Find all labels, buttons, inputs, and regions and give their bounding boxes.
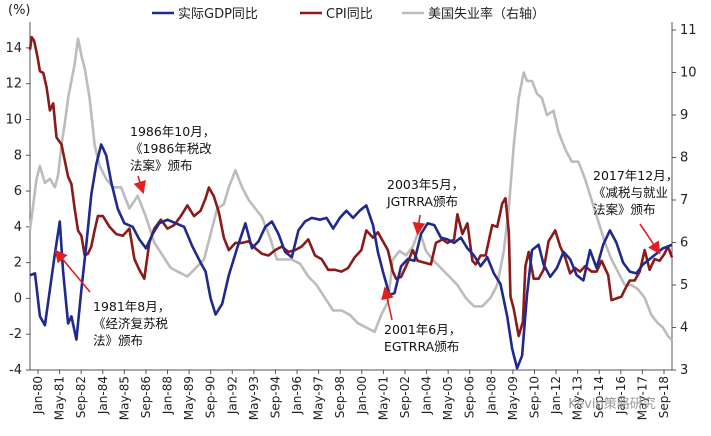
axes: (%) -4 -2 0 2 4 6 8 10 12 14 3 4 5 6 7 8 9 10 11 Jan-80 May-8… bbox=[5, 3, 696, 420]
annotation-text: 《减税与就业 bbox=[593, 185, 668, 200]
annotation-text: 《1986年税改 bbox=[130, 141, 212, 156]
x-tick-label: May-13 bbox=[571, 376, 585, 420]
x-tick-label: Jan-96 bbox=[290, 376, 304, 415]
x-tick-label: Jan-80 bbox=[31, 376, 45, 415]
left-tick-label: 8 bbox=[14, 148, 22, 163]
x-tick-label: Sep-14 bbox=[592, 376, 606, 418]
annotations: 1986年10月，《1986年税改法案》颁布1981年8月，《经济复苏税法》颁布… bbox=[54, 124, 678, 354]
legend-label: 美国失业率（右轴） bbox=[428, 6, 545, 22]
annotation-text: 法案》颁布 bbox=[130, 158, 193, 173]
annotation-arrow bbox=[54, 249, 91, 293]
x-tick-label: Sep-10 bbox=[527, 376, 541, 418]
annotation-text: 2017年12月， bbox=[593, 168, 678, 183]
annotation-arrow bbox=[381, 286, 394, 321]
x-tick-label: Jan-04 bbox=[420, 376, 434, 415]
x-tick-label: Sep-90 bbox=[204, 376, 218, 418]
annotation-text: 2001年6月， bbox=[384, 322, 461, 337]
annotation-text: JGTRRA颁布 bbox=[386, 194, 458, 209]
right-tick-label: 7 bbox=[680, 193, 688, 208]
annotation-text: 1986年10月， bbox=[130, 124, 215, 139]
right-tick-label: 3 bbox=[680, 363, 688, 378]
x-tick-label: May-81 bbox=[53, 376, 67, 420]
right-tick-label: 10 bbox=[680, 66, 697, 81]
right-tick-label: 9 bbox=[680, 108, 688, 123]
annotation: 2001年6月， EGTRRA颁布 bbox=[381, 286, 461, 354]
annotation-text: 1981年8月， bbox=[93, 299, 170, 314]
annotation-text: 《经济复苏税 bbox=[93, 316, 169, 331]
left-tick-label: 2 bbox=[14, 256, 22, 271]
annotation: 2003年5月， JGTRRA颁布 bbox=[386, 177, 464, 236]
x-tick-label: Jan-00 bbox=[355, 376, 369, 415]
left-tick-label: -2 bbox=[9, 327, 22, 342]
x-tick-label: May-09 bbox=[506, 376, 520, 420]
x-tick-label: Jan-16 bbox=[614, 376, 628, 415]
series-line bbox=[29, 143, 673, 370]
annotation-arrow bbox=[133, 175, 146, 195]
x-tick-label: May-85 bbox=[117, 376, 131, 420]
left-tick-label: 12 bbox=[5, 77, 22, 92]
annotation-text: 2003年5月， bbox=[387, 177, 464, 192]
watermark-text: Kevin策略研究 bbox=[568, 396, 655, 412]
y-unit-label: (%) bbox=[8, 3, 31, 18]
left-tick-label: 4 bbox=[14, 220, 22, 235]
x-tick-label: Sep-18 bbox=[657, 376, 671, 418]
series-line bbox=[28, 37, 673, 342]
x-tick-label: May-17 bbox=[635, 376, 649, 420]
x-tick-label: May-93 bbox=[247, 376, 261, 420]
annotation-arrow bbox=[412, 214, 426, 236]
x-tick-label: Sep-06 bbox=[463, 376, 477, 418]
left-tick-label: -4 bbox=[9, 363, 22, 378]
right-tick-label: 6 bbox=[680, 236, 688, 251]
annotation-arrow bbox=[639, 223, 661, 255]
watermark: Kevin策略研究 bbox=[568, 396, 655, 412]
series-lines bbox=[28, 35, 674, 370]
legend-label: CPI同比 bbox=[326, 7, 373, 22]
x-tick-label: May-97 bbox=[312, 376, 326, 420]
left-tick-label: 14 bbox=[5, 41, 22, 56]
series-line bbox=[28, 35, 674, 338]
x-tick-label: Jan-88 bbox=[161, 376, 175, 415]
annotation-text: EGTRRA颁布 bbox=[384, 339, 459, 354]
x-tick-label: Sep-82 bbox=[74, 376, 88, 418]
legend-label: 实际GDP同比 bbox=[178, 7, 258, 22]
x-tick-label: May-05 bbox=[441, 376, 455, 420]
right-tick-label: 8 bbox=[680, 151, 688, 166]
x-tick-label: May-89 bbox=[182, 376, 196, 420]
right-tick-label: 11 bbox=[680, 23, 697, 38]
x-tick-label: Sep-02 bbox=[398, 376, 412, 418]
x-tick-label: Jan-12 bbox=[549, 376, 563, 415]
x-tick-label: Jan-84 bbox=[96, 376, 110, 415]
x-tick-label: May-01 bbox=[376, 376, 390, 420]
left-tick-label: 6 bbox=[14, 184, 22, 199]
left-tick-label: 0 bbox=[14, 291, 22, 306]
x-tick-label: Sep-94 bbox=[268, 376, 282, 418]
annotation-text: 法》颁布 bbox=[93, 333, 143, 348]
x-tick-label: Jan-92 bbox=[225, 376, 239, 415]
left-tick-label: 10 bbox=[5, 112, 22, 127]
legend: 实际GDP同比 CPI同比 美国失业率（右轴） bbox=[152, 6, 545, 22]
x-tick-label: Sep-86 bbox=[139, 376, 153, 418]
annotation-text: 法案》颁布 bbox=[593, 202, 656, 217]
right-tick-label: 5 bbox=[680, 278, 688, 293]
x-tick-label: Jan-08 bbox=[484, 376, 498, 415]
right-tick-label: 4 bbox=[680, 321, 688, 336]
x-tick-label: Sep-98 bbox=[333, 376, 347, 418]
